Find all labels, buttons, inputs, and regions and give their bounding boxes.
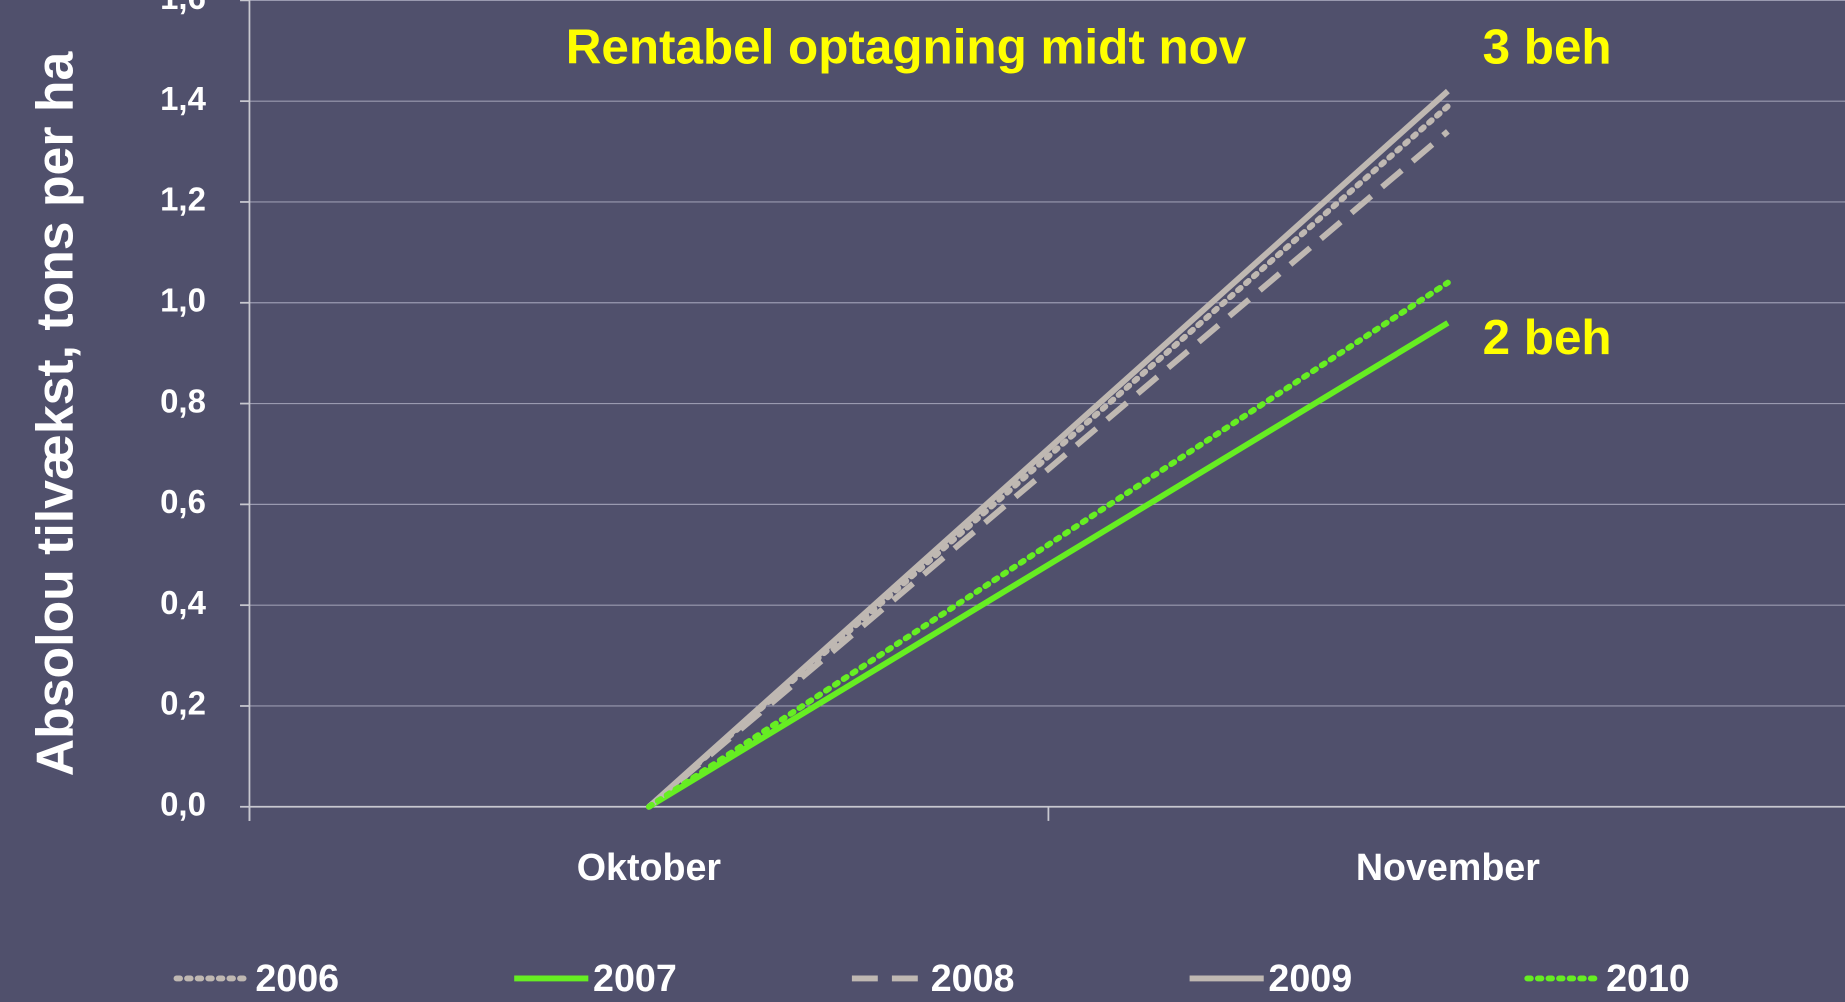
annotation: Rentabel optagning midt nov: [566, 20, 1247, 75]
series-line: [647, 320, 1450, 810]
y-tick-label: 1,2: [160, 181, 206, 218]
y-tick-label: 0,0: [160, 785, 206, 822]
y-tick-label: 0,6: [160, 483, 206, 520]
x-tick-label: November: [1356, 846, 1540, 888]
series-line: [645, 279, 1451, 810]
series-line: [646, 88, 1450, 809]
y-tick-label: 1,4: [160, 80, 206, 117]
annotation: 2 beh: [1483, 310, 1612, 365]
legend-label: 2009: [1268, 957, 1352, 999]
y-tick-label: 0,2: [160, 685, 206, 722]
legend-label: 2010: [1606, 957, 1690, 999]
x-tick-label: Oktober: [577, 846, 722, 888]
y-tick-label: 0,4: [160, 584, 206, 621]
y-tick-label: 1,6: [160, 0, 206, 16]
series-line: [647, 129, 1450, 810]
y-tick-label: 0,8: [160, 382, 206, 419]
legend-label: 2008: [931, 957, 1015, 999]
y-axis-label: Absolou tilvækst, tons per ha: [25, 51, 83, 777]
legend-label: 2006: [255, 957, 339, 999]
annotation: 3 beh: [1483, 20, 1612, 75]
legend-label: 2007: [593, 957, 677, 999]
y-tick-label: 1,0: [160, 281, 206, 318]
